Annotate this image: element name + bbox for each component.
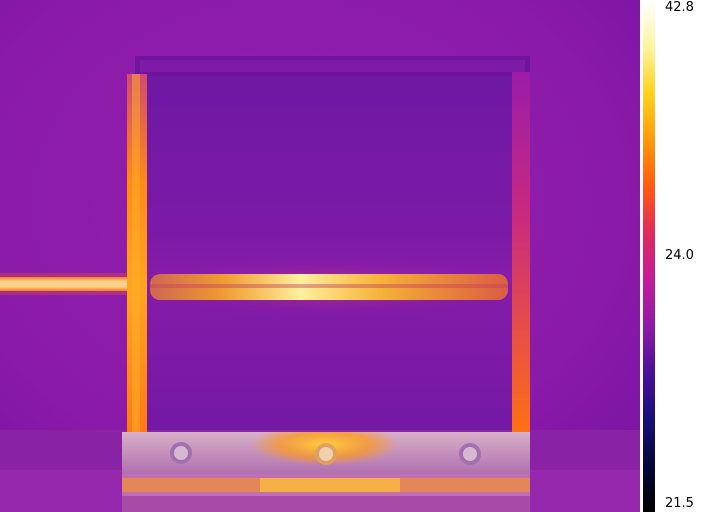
scale-min-label: 21.5 [665,496,694,511]
scale-mid-label: 24.0 [665,248,694,263]
screw-icon [170,442,192,464]
temperature-scale: 42.8 24.0 21.5 [640,0,712,512]
color-bar-fill [643,0,655,512]
screw-icon [459,443,481,465]
thermal-image [0,0,640,512]
color-bar [643,0,655,512]
screw-icon [315,443,337,465]
thermal-scene [0,0,640,512]
scale-max-label: 42.8 [665,0,694,15]
